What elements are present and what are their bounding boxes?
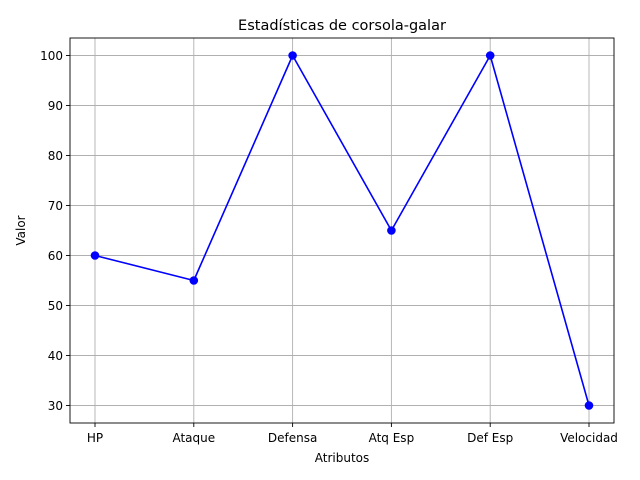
y-tick-label: 50 (48, 299, 63, 313)
data-point (189, 276, 199, 285)
data-point (485, 51, 495, 60)
x-axis-label: Atributos (315, 451, 370, 465)
x-tick-label: Defensa (268, 431, 317, 445)
grid-lines (70, 38, 614, 423)
data-point (584, 401, 594, 410)
plot-area-frame (69, 37, 615, 424)
x-tick-label: Atq Esp (369, 431, 415, 445)
data-point (90, 251, 100, 260)
x-tick-label: Velocidad (560, 431, 618, 445)
data-series (90, 51, 594, 410)
y-tick-label: 90 (48, 99, 63, 113)
y-tick-label: 40 (48, 349, 63, 363)
x-tick-label: Def Esp (467, 431, 513, 445)
data-point (288, 51, 297, 60)
y-tick-label: 70 (48, 199, 63, 213)
y-tick-label: 100 (40, 49, 63, 63)
y-tick-label: 30 (48, 399, 63, 413)
data-point (387, 226, 396, 235)
y-tick-label: 60 (48, 249, 63, 263)
y-axis-label: Valor (14, 215, 28, 245)
axis-ticks: HP Ataque Defensa Atq Esp Def Esp Velocidad 30… (40, 49, 618, 445)
chart-title: Estadísticas de corsola-galar (238, 18, 446, 34)
x-tick-label: HP (87, 431, 103, 445)
y-tick-label: 80 (48, 149, 63, 163)
series-line (94, 54, 590, 406)
x-tick-label: Ataque (172, 431, 215, 445)
